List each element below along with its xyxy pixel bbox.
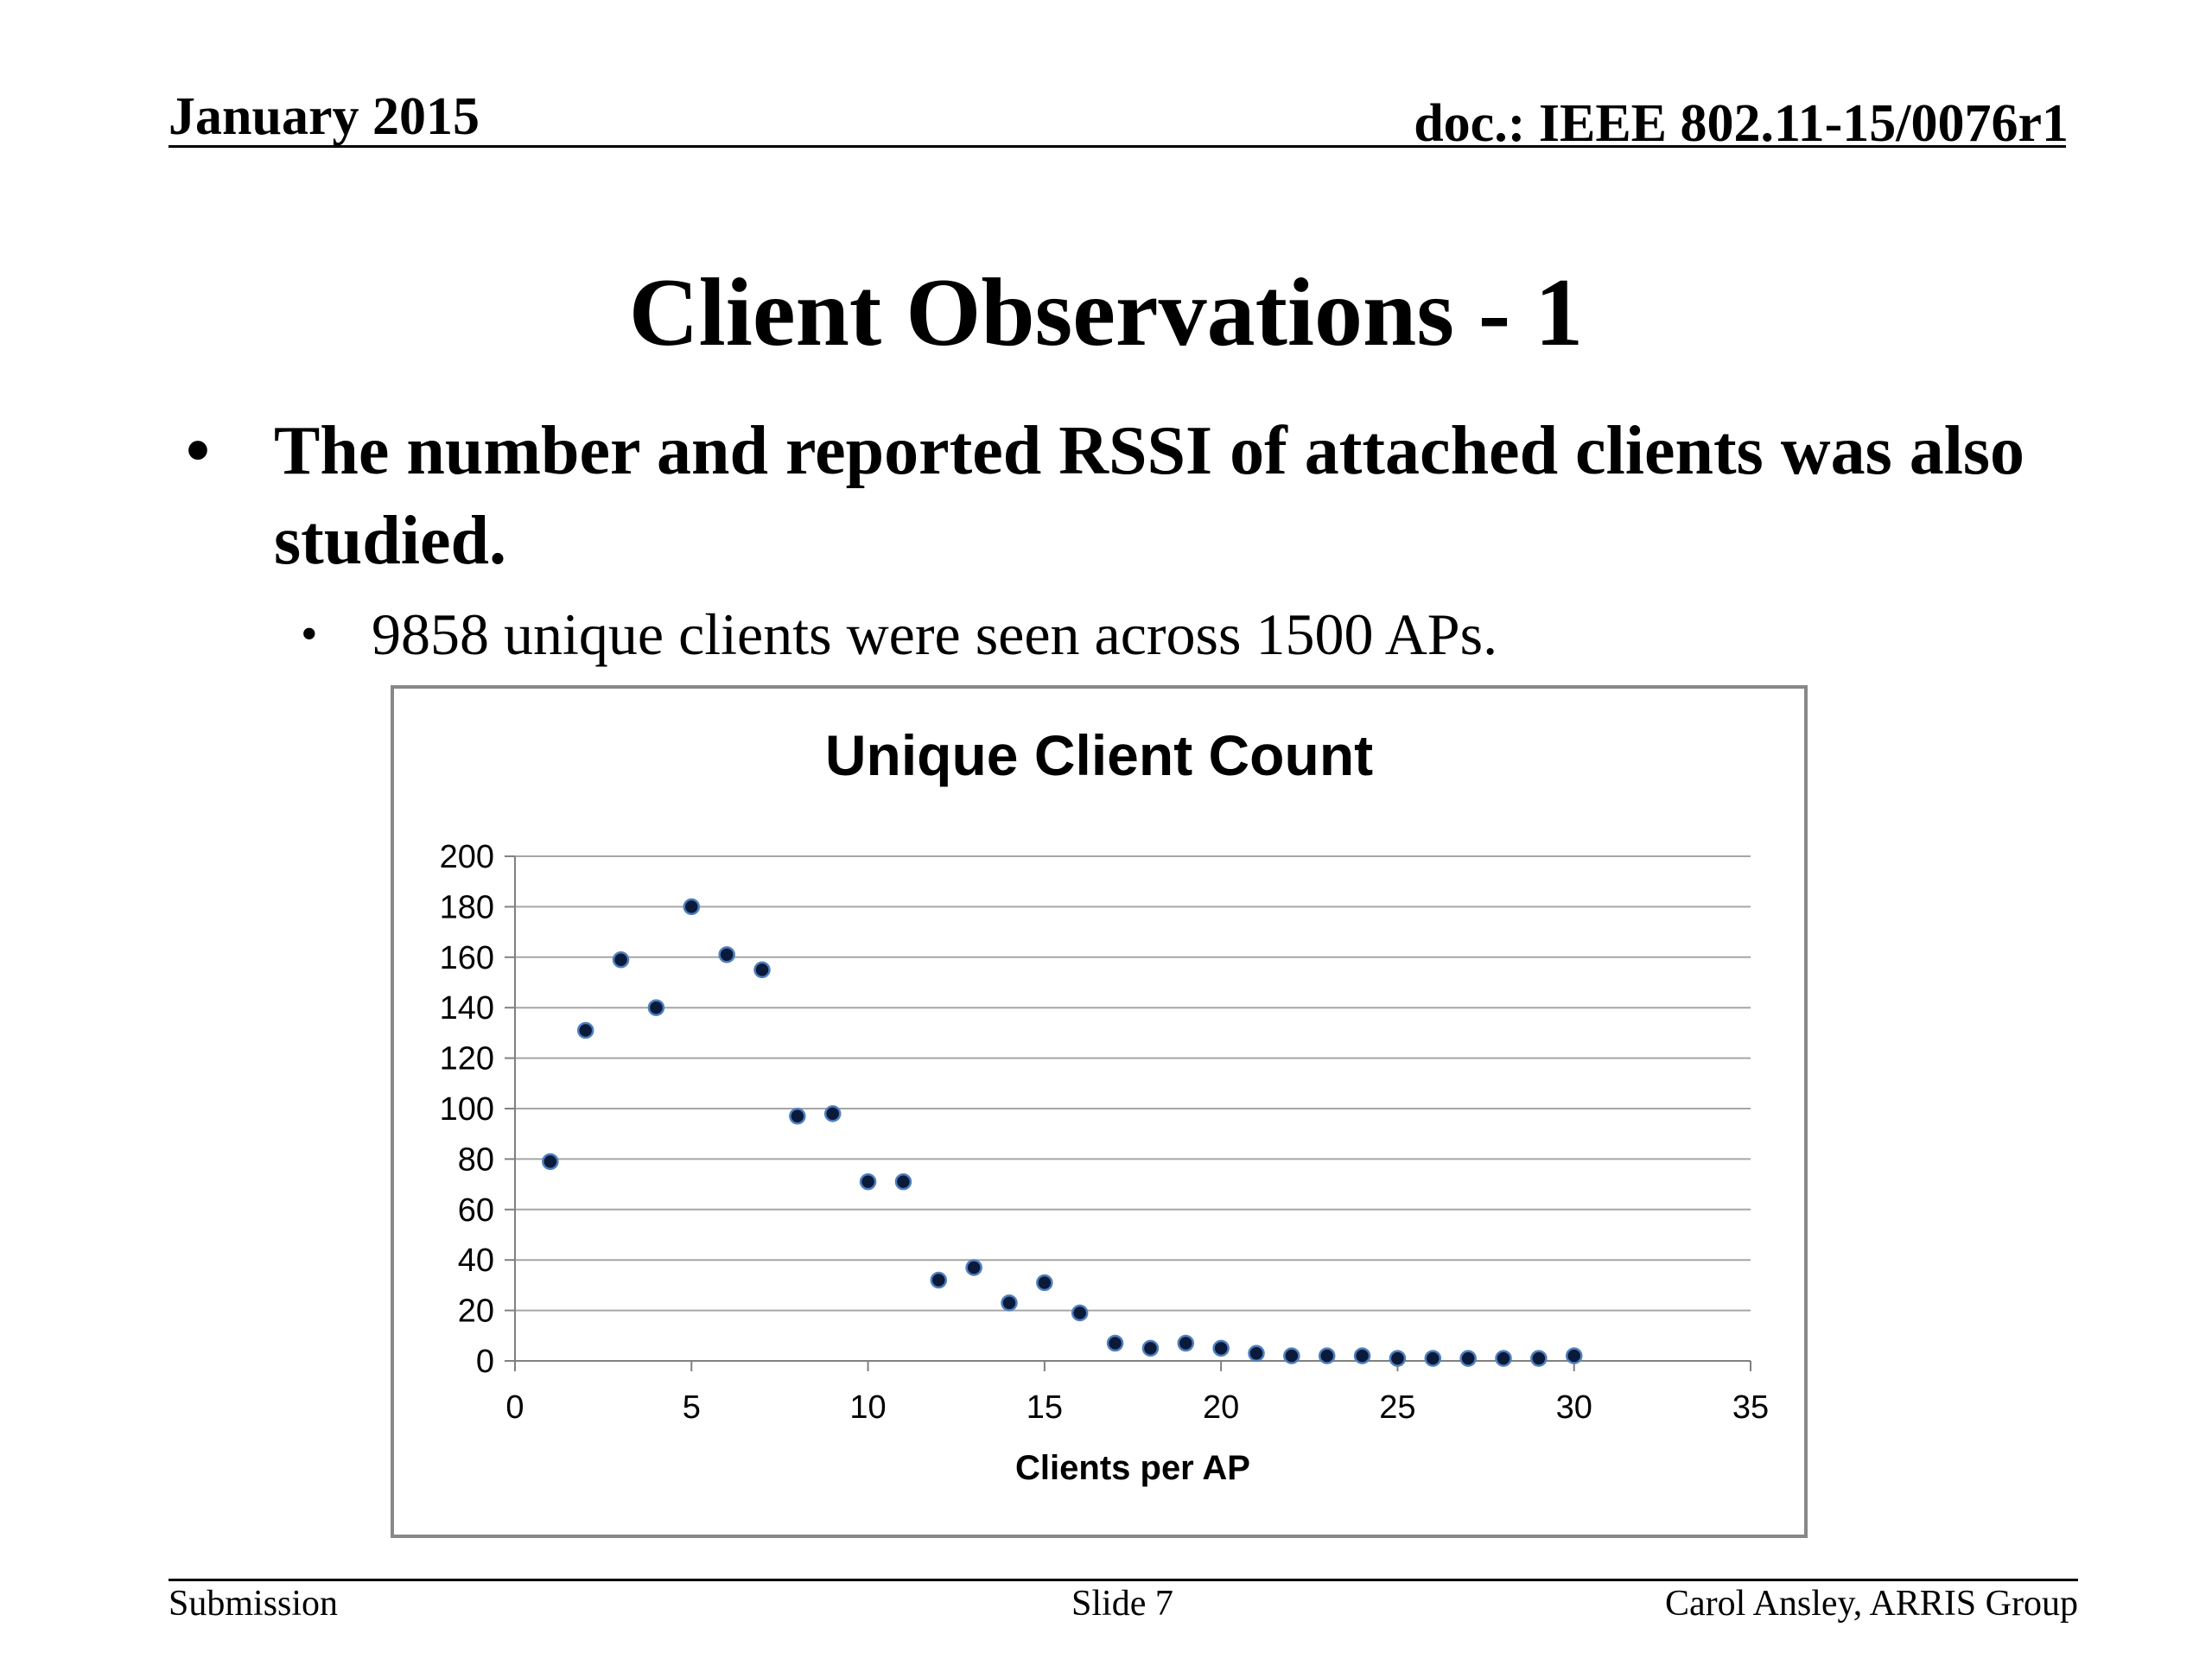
data-point bbox=[1495, 1350, 1512, 1367]
x-tick-label: 10 bbox=[849, 1389, 886, 1426]
slide-title: Client Observations - 1 bbox=[628, 259, 1584, 366]
bullet-text: The number and reported RSSI of attached… bbox=[274, 413, 2025, 579]
data-point bbox=[1353, 1347, 1371, 1364]
data-point bbox=[1283, 1347, 1300, 1364]
data-point bbox=[1071, 1304, 1089, 1322]
data-point bbox=[1177, 1334, 1195, 1352]
data-point bbox=[647, 999, 665, 1016]
y-tick-label: 40 bbox=[458, 1243, 494, 1279]
x-tick-label: 35 bbox=[1732, 1389, 1769, 1426]
data-point bbox=[1318, 1347, 1336, 1364]
data-point bbox=[1141, 1339, 1160, 1357]
axes bbox=[505, 855, 1751, 1371]
data-point bbox=[753, 961, 771, 979]
chart-title: Unique Client Count bbox=[825, 723, 1373, 787]
footer-divider bbox=[168, 1579, 2078, 1581]
y-tick-label: 100 bbox=[440, 1091, 494, 1128]
x-tick-label: 30 bbox=[1556, 1389, 1592, 1426]
bullet-marker: • bbox=[186, 413, 211, 489]
footer-submission: Submission bbox=[168, 1584, 339, 1624]
x-tick-label: 5 bbox=[683, 1389, 701, 1426]
data-point bbox=[930, 1271, 948, 1289]
y-tick-label: 180 bbox=[440, 889, 494, 925]
data-point bbox=[1530, 1350, 1548, 1367]
y-tick-label: 0 bbox=[476, 1344, 494, 1380]
data-point bbox=[1424, 1350, 1442, 1367]
data-point bbox=[823, 1105, 842, 1122]
y-tick-label: 140 bbox=[440, 990, 494, 1027]
data-point bbox=[1036, 1274, 1053, 1292]
data-point bbox=[859, 1173, 877, 1191]
header-date: January 2015 bbox=[168, 87, 480, 146]
data-point bbox=[1001, 1294, 1018, 1312]
data-point bbox=[683, 898, 701, 916]
chart-canvas: Unique Client Count 02040608010012014016… bbox=[440, 723, 1770, 1487]
y-tick-label: 20 bbox=[458, 1294, 494, 1330]
x-tick-label: 0 bbox=[505, 1389, 524, 1426]
x-tick-labels: 0 5 10 15 20 25 30 35 bbox=[505, 1389, 1769, 1426]
y-tick-labels: 0 20 40 60 80 100 120 140 160 180 200 bbox=[440, 839, 494, 1380]
footer-slide-number: Slide 7 bbox=[1071, 1584, 1173, 1624]
data-point bbox=[542, 1153, 559, 1171]
data-point bbox=[612, 950, 630, 969]
data-point bbox=[718, 946, 735, 963]
y-tick-label: 200 bbox=[440, 839, 494, 875]
x-tick-label: 25 bbox=[1379, 1389, 1415, 1426]
y-tick-label: 80 bbox=[458, 1141, 494, 1178]
y-tick-label: 120 bbox=[440, 1041, 494, 1077]
data-point bbox=[576, 1021, 594, 1039]
data-point bbox=[965, 1259, 982, 1276]
x-tick-label: 20 bbox=[1203, 1389, 1239, 1426]
gridlines bbox=[515, 855, 1751, 1312]
sub-bullet-text: 9858 unique clients were seen across 150… bbox=[372, 601, 1498, 667]
data-point bbox=[1459, 1350, 1477, 1367]
data-point bbox=[789, 1108, 806, 1125]
x-tick-label: 15 bbox=[1027, 1389, 1063, 1426]
footer-author: Carol Ansley, ARRIS Group bbox=[1665, 1584, 2078, 1624]
header-divider bbox=[168, 145, 2066, 148]
scatter-chart: Unique Client Count 0 20 40 60 80 100 120 140 16… bbox=[391, 685, 1808, 1538]
data-point bbox=[1248, 1344, 1265, 1362]
sub-bullet-marker: • bbox=[301, 607, 318, 661]
y-tick-label: 160 bbox=[440, 940, 494, 976]
data-point bbox=[1565, 1347, 1583, 1364]
data-point bbox=[894, 1173, 912, 1191]
data-point bbox=[1106, 1334, 1124, 1352]
data-points bbox=[542, 898, 1583, 1367]
data-point bbox=[1389, 1350, 1407, 1367]
x-axis-label: Clients per AP bbox=[1015, 1449, 1250, 1487]
data-point bbox=[1212, 1339, 1230, 1357]
header-doc-number: doc.: IEEE 802.11-15/0076r1 bbox=[1414, 94, 2069, 153]
y-tick-label: 60 bbox=[458, 1192, 494, 1229]
